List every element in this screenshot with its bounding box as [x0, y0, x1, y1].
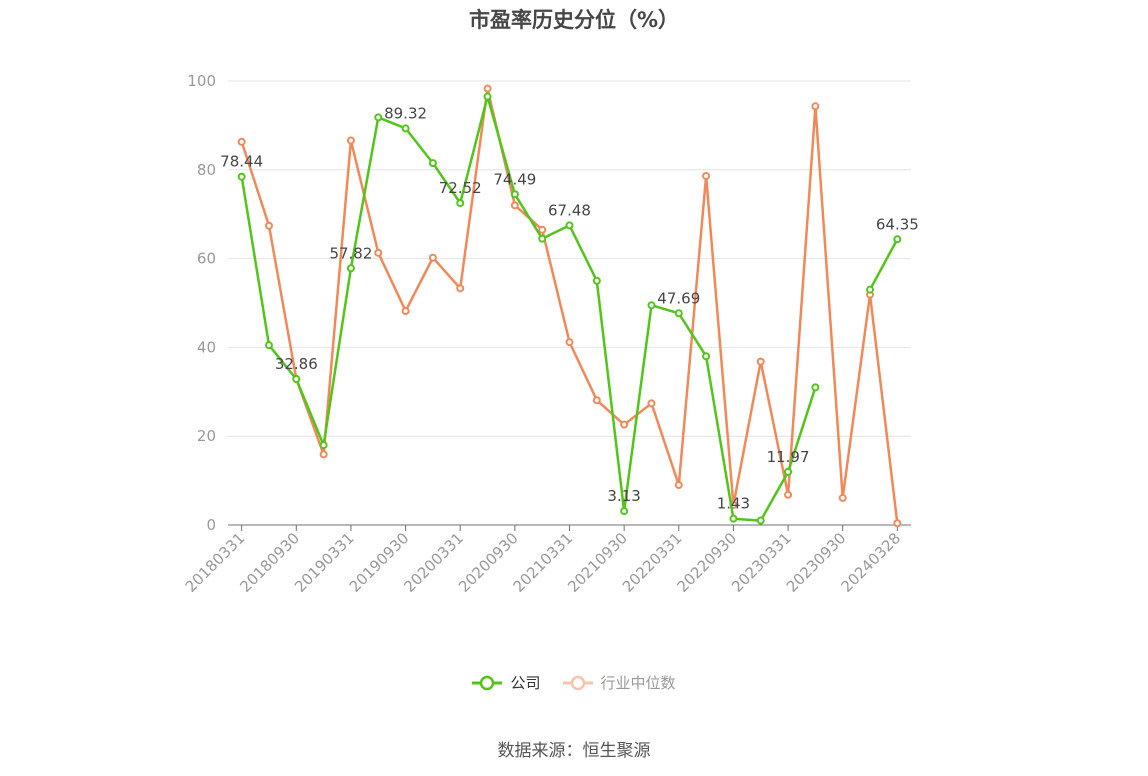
- data-point: [674, 481, 683, 490]
- legend-item-industry[interactable]: 行业中位数: [562, 672, 676, 693]
- data-point: [620, 507, 629, 516]
- data-point: [237, 172, 246, 181]
- data-label: 57.82: [329, 244, 372, 262]
- data-label: 74.49: [493, 170, 536, 188]
- y-tick-label: 20: [197, 427, 216, 445]
- data-point: [893, 519, 902, 528]
- series-line-0: [240, 95, 899, 522]
- data-point: [264, 341, 273, 350]
- data-point: [811, 102, 820, 111]
- chart-title: 市盈率历史分位（%）: [468, 8, 680, 32]
- source-note: 数据来源：恒生聚源: [497, 741, 651, 761]
- legend-company-label: 公司: [510, 674, 541, 692]
- data-point: [702, 352, 711, 361]
- data-label: 1.43: [717, 495, 750, 513]
- data-point: [428, 159, 437, 168]
- data-point: [647, 301, 656, 310]
- data-point: [592, 396, 601, 405]
- data-point: [893, 235, 902, 244]
- data-point: [401, 306, 410, 315]
- legend-item-company[interactable]: 公司: [472, 672, 541, 693]
- data-point: [510, 190, 519, 199]
- data-point: [756, 516, 765, 525]
- y-tick-label: 0: [206, 516, 216, 534]
- y-tick-label: 80: [197, 161, 216, 179]
- data-label: 3.13: [607, 487, 640, 505]
- data-label: 78.44: [220, 153, 263, 171]
- data-point: [592, 276, 601, 285]
- data-point: [374, 248, 383, 257]
- data-point: [456, 199, 465, 208]
- data-point: [674, 309, 683, 318]
- data-point: [784, 490, 793, 499]
- data-point: [456, 284, 465, 293]
- data-point: [237, 137, 246, 146]
- data-point: [483, 92, 492, 101]
- data-labels: 78.44 32.86 57.82 89.32 72.52 74.49 67.48 3.13 4…: [220, 104, 919, 512]
- data-point: [565, 338, 574, 347]
- data-point: [374, 113, 383, 122]
- data-point: [483, 84, 492, 93]
- data-point: [538, 234, 547, 243]
- series: [237, 84, 902, 528]
- data-point: [538, 225, 547, 234]
- data-label: 72.52: [439, 179, 482, 197]
- line-chart: 0204060801002018033120180930201903312019…: [182, 72, 919, 596]
- data-point: [319, 450, 328, 459]
- data-point: [428, 253, 437, 262]
- data-point: [811, 383, 820, 392]
- data-point: [620, 420, 629, 429]
- data-label: 47.69: [657, 289, 700, 307]
- data-point: [565, 221, 574, 230]
- data-point: [866, 285, 875, 294]
- data-label: 32.86: [275, 355, 318, 373]
- data-point: [401, 124, 410, 133]
- data-point: [702, 172, 711, 181]
- legend-industry-icon: [562, 675, 593, 690]
- data-label: 11.97: [767, 448, 810, 466]
- data-point: [319, 441, 328, 450]
- x-tick-label: 20240328: [837, 529, 904, 596]
- data-point: [346, 264, 355, 273]
- data-point: [838, 493, 847, 502]
- data-label: 67.48: [548, 201, 591, 219]
- data-point: [729, 514, 738, 523]
- data-point: [784, 467, 793, 476]
- legend-company-icon: [472, 675, 503, 690]
- data-point: [510, 201, 519, 210]
- y-tick-label: 40: [197, 338, 216, 356]
- axes: 0204060801002018033120180930201903312019…: [182, 72, 911, 596]
- legend-industry-label: 行业中位数: [600, 674, 676, 692]
- data-point: [346, 136, 355, 145]
- data-point: [292, 375, 301, 384]
- data-label: 89.32: [384, 104, 427, 122]
- data-point: [756, 357, 765, 366]
- y-tick-label: 60: [197, 250, 216, 268]
- legend: 公司 行业中位数: [0, 672, 1148, 693]
- data-point: [264, 221, 273, 230]
- data-point: [647, 399, 656, 408]
- data-label: 64.35: [876, 215, 919, 233]
- y-tick-label: 100: [187, 72, 216, 90]
